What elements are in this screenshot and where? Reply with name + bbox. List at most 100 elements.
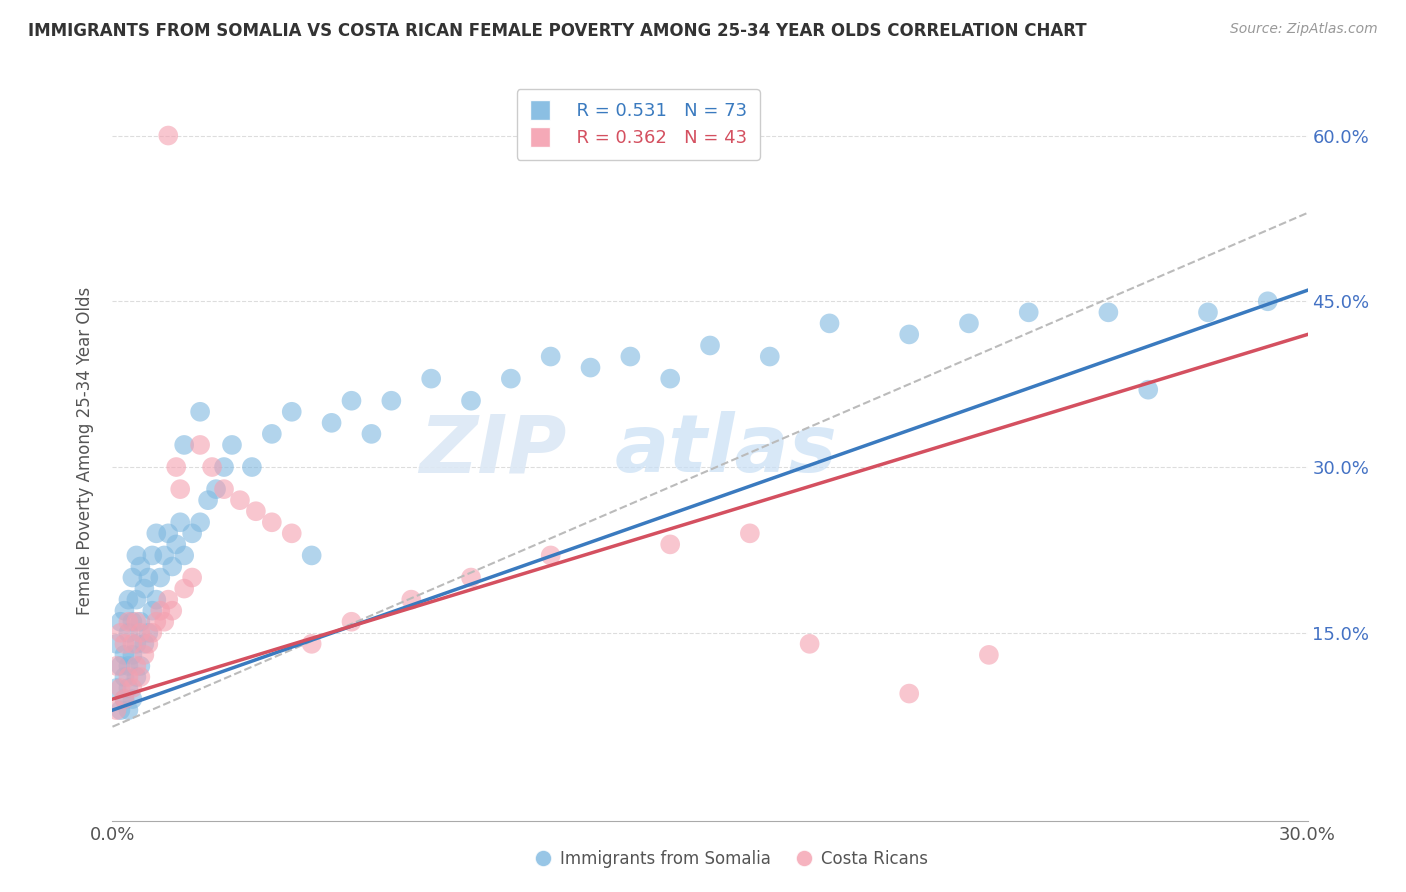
Point [321, 416, 343, 430]
Point [114, 692, 135, 706]
Point [181, 570, 204, 584]
Point [129, 670, 152, 684]
Point [157, 128, 180, 143]
Point [110, 615, 132, 629]
Point [579, 360, 602, 375]
Point [1097, 305, 1119, 319]
Point [105, 637, 128, 651]
Point [149, 570, 172, 584]
Point [169, 482, 191, 496]
Point [138, 637, 160, 651]
Point [619, 350, 641, 364]
Point [977, 648, 1000, 662]
Point [117, 703, 139, 717]
Point [401, 592, 423, 607]
Point [145, 526, 167, 541]
Text: ZIP: ZIP [419, 411, 567, 490]
Point [540, 350, 562, 364]
Legend: Immigrants from Somalia, Costa Ricans: Immigrants from Somalia, Costa Ricans [529, 844, 934, 875]
Point [121, 637, 143, 651]
Point [134, 637, 156, 651]
Point [121, 570, 143, 584]
Point [173, 549, 195, 563]
Point [114, 637, 135, 651]
Point [205, 482, 228, 496]
Point [157, 592, 180, 607]
Text: IMMIGRANTS FROM SOMALIA VS COSTA RICAN FEMALE POVERTY AMONG 25-34 YEAR OLDS CORR: IMMIGRANTS FROM SOMALIA VS COSTA RICAN F… [28, 22, 1087, 40]
Point [129, 625, 152, 640]
Point [114, 670, 135, 684]
Point [540, 549, 562, 563]
Point [125, 549, 148, 563]
Point [117, 681, 139, 695]
Point [340, 615, 363, 629]
Point [165, 460, 187, 475]
Point [110, 681, 132, 695]
Point [173, 438, 195, 452]
Point [659, 537, 682, 551]
Point [898, 687, 921, 701]
Point [301, 549, 323, 563]
Point [659, 371, 682, 385]
Point [380, 393, 402, 408]
Point [145, 615, 167, 629]
Y-axis label: Female Poverty Among 25-34 Year Olds: Female Poverty Among 25-34 Year Olds [76, 286, 94, 615]
Point [141, 625, 163, 640]
Point [117, 670, 139, 684]
Point [173, 582, 195, 596]
Point [105, 681, 128, 695]
Point [281, 405, 304, 419]
Point [957, 317, 980, 331]
Point [360, 426, 382, 441]
Point [818, 317, 841, 331]
Point [149, 604, 172, 618]
Point [121, 615, 143, 629]
Point [197, 493, 219, 508]
Point [117, 659, 139, 673]
Point [114, 692, 135, 706]
Point [240, 460, 263, 475]
Point [1137, 383, 1160, 397]
Point [125, 670, 148, 684]
Text: Source: ZipAtlas.com: Source: ZipAtlas.com [1230, 22, 1378, 37]
Point [201, 460, 224, 475]
Point [125, 592, 148, 607]
Text: atlas: atlas [614, 411, 837, 490]
Point [134, 648, 156, 662]
Point [260, 426, 283, 441]
Point [141, 549, 163, 563]
Point [121, 648, 143, 662]
Point [153, 549, 176, 563]
Point [157, 526, 180, 541]
Point [181, 526, 204, 541]
Point [129, 559, 152, 574]
Legend:   R = 0.531   N = 73,   R = 0.362   N = 43: R = 0.531 N = 73, R = 0.362 N = 43 [516, 89, 761, 160]
Point [129, 659, 152, 673]
Point [117, 615, 139, 629]
Point [169, 516, 191, 530]
Point [1257, 294, 1279, 309]
Point [162, 604, 183, 618]
Point [117, 625, 139, 640]
Point [110, 625, 132, 640]
Point [138, 625, 160, 640]
Point [212, 460, 235, 475]
Point [229, 493, 252, 508]
Point [121, 681, 143, 695]
Point [105, 703, 128, 717]
Point [125, 615, 148, 629]
Point [121, 692, 143, 706]
Point [114, 648, 135, 662]
Point [110, 703, 132, 717]
Point [125, 637, 148, 651]
Point [420, 371, 443, 385]
Point [460, 570, 482, 584]
Point [114, 604, 135, 618]
Point [129, 615, 152, 629]
Point [188, 516, 211, 530]
Point [281, 526, 304, 541]
Point [340, 393, 363, 408]
Point [110, 659, 132, 673]
Point [134, 582, 156, 596]
Point [141, 604, 163, 618]
